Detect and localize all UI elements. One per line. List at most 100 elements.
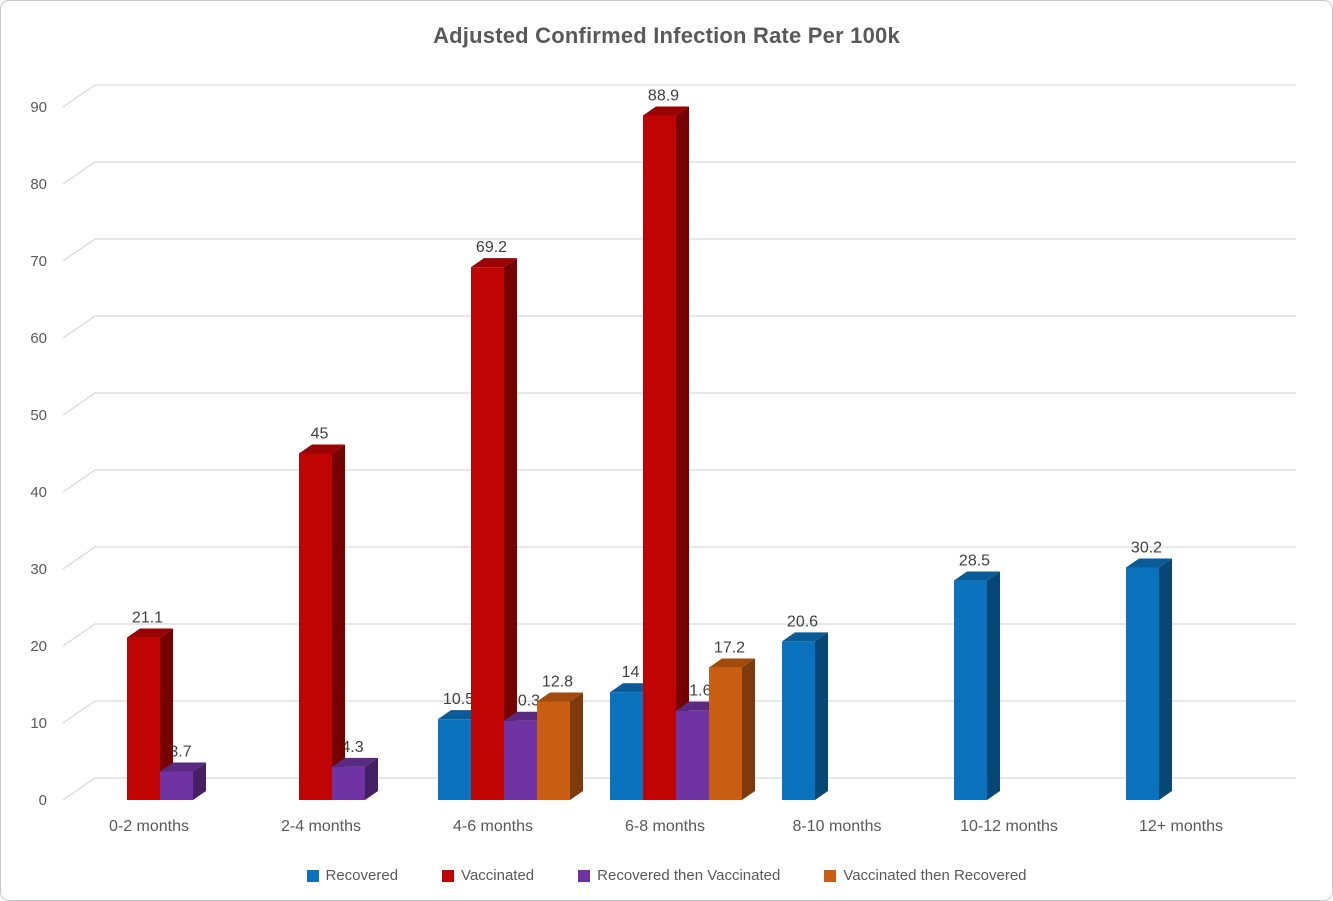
bar-value-label: 4.3 xyxy=(341,739,363,756)
gridline xyxy=(62,392,1296,416)
bar xyxy=(954,571,1000,800)
legend-item: Vaccinated then Recovered xyxy=(824,867,1027,884)
bar-front-face xyxy=(160,771,193,800)
bar-front-face xyxy=(537,701,570,800)
legend-item: Recovered then Vaccinated xyxy=(578,867,780,884)
bar-top-face xyxy=(299,444,345,454)
y-axis-tick-label: 20 xyxy=(30,638,47,655)
bar-value-label: 14 xyxy=(622,664,640,681)
y-axis-tick-label: 0 xyxy=(39,792,47,809)
bar-top-face xyxy=(537,692,583,702)
bar-value-label: 11.6 xyxy=(682,683,712,700)
bar-top-face xyxy=(709,658,755,668)
bar-front-face xyxy=(610,692,643,800)
legend-label: Recovered then Vaccinated xyxy=(597,867,781,884)
gridline xyxy=(62,469,1296,493)
y-axis-tick-label: 50 xyxy=(30,407,47,424)
bar-value-label: 69.2 xyxy=(476,239,507,256)
gridline xyxy=(62,546,1296,570)
gridline xyxy=(62,315,1296,339)
bar-side-face xyxy=(160,628,173,800)
gridline xyxy=(62,84,1296,108)
bar-top-face xyxy=(643,106,689,116)
bar-front-face xyxy=(299,453,332,800)
legend-label: Vaccinated then Recovered xyxy=(843,867,1027,884)
legend-swatch xyxy=(306,869,319,882)
bar xyxy=(782,632,828,800)
bar-front-face xyxy=(643,115,676,801)
bar-front-face xyxy=(782,641,815,800)
bar-value-label: 10.5 xyxy=(443,691,474,708)
bar-top-face xyxy=(782,632,828,642)
bar-side-face xyxy=(676,106,689,801)
bar-side-face xyxy=(987,571,1000,800)
gridline xyxy=(62,700,1296,724)
bar xyxy=(299,444,345,800)
gridline xyxy=(62,238,1296,262)
bar-top-face xyxy=(332,757,378,767)
bar-side-face xyxy=(815,632,828,800)
bar xyxy=(471,258,517,800)
legend-item: Recovered xyxy=(306,867,399,884)
gridline xyxy=(62,623,1296,647)
bar xyxy=(127,628,173,800)
x-axis-labels: 0-2 months 2-4 months 4-6 months 6-8 months… xyxy=(109,818,1223,835)
y-axis-tick-label: 30 xyxy=(30,561,47,578)
legend-swatch xyxy=(824,869,837,882)
gridlines: 0 10 20 30 40 50 60 70 80 90 xyxy=(30,84,1296,809)
bar-top-face xyxy=(471,258,517,268)
bar xyxy=(332,757,378,800)
y-axis-tick-label: 60 xyxy=(30,330,47,347)
bar xyxy=(1126,558,1172,800)
legend-swatch xyxy=(578,869,591,882)
legend-label: Recovered xyxy=(325,867,399,884)
x-axis-category-label: 2-4 months xyxy=(281,818,361,835)
legend-label: Vaccinated xyxy=(461,867,535,884)
x-axis-category-label: 8-10 months xyxy=(793,818,882,835)
y-axis-tick-label: 80 xyxy=(30,176,47,193)
bar-front-face xyxy=(127,637,160,800)
bar-front-face xyxy=(1126,567,1159,800)
bar-top-face xyxy=(160,762,206,772)
bar xyxy=(160,762,206,800)
y-axis-tick-label: 40 xyxy=(30,484,47,501)
bar-side-face xyxy=(742,658,755,800)
bars xyxy=(127,106,1172,801)
bar-side-face xyxy=(332,444,345,800)
bar-side-face xyxy=(1159,558,1172,800)
legend-swatch xyxy=(442,869,455,882)
bar-value-label: 3.7 xyxy=(169,744,191,761)
bar-top-face xyxy=(954,571,1000,581)
bar-value-label: 12.8 xyxy=(542,673,573,690)
x-axis-category-label: 0-2 months xyxy=(109,818,189,835)
bar-top-face xyxy=(127,628,173,638)
bar-value-label: 30.2 xyxy=(1131,539,1162,556)
bar-front-face xyxy=(471,267,504,800)
y-axis-tick-label: 10 xyxy=(30,715,47,732)
bar-value-label: 88.9 xyxy=(648,87,679,104)
bar-front-face xyxy=(676,710,709,800)
x-axis-category-label: 12+ months xyxy=(1139,818,1223,835)
bar-value-label: 17.2 xyxy=(714,640,745,657)
bar-side-face xyxy=(570,692,583,800)
bar-front-face xyxy=(709,667,742,800)
x-axis-category-label: 6-8 months xyxy=(625,818,705,835)
bar-value-label: 20.6 xyxy=(787,613,818,630)
bar-front-face xyxy=(332,766,365,800)
x-axis-category-label: 4-6 months xyxy=(453,818,533,835)
bar-side-face xyxy=(365,757,378,800)
bar xyxy=(537,692,583,800)
bar-value-label: 21.1 xyxy=(132,610,163,627)
legend-item: Vaccinated xyxy=(442,867,534,884)
bar-top-face xyxy=(1126,558,1172,568)
gridline xyxy=(62,777,1296,801)
bar xyxy=(709,658,755,800)
bar-value-label: 45 xyxy=(311,426,329,443)
bar-front-face xyxy=(438,719,471,800)
gridline xyxy=(62,161,1296,185)
bar-side-face xyxy=(504,258,517,800)
x-axis-category-label: 10-12 months xyxy=(960,818,1058,835)
bar-value-label: 28.5 xyxy=(959,553,990,570)
